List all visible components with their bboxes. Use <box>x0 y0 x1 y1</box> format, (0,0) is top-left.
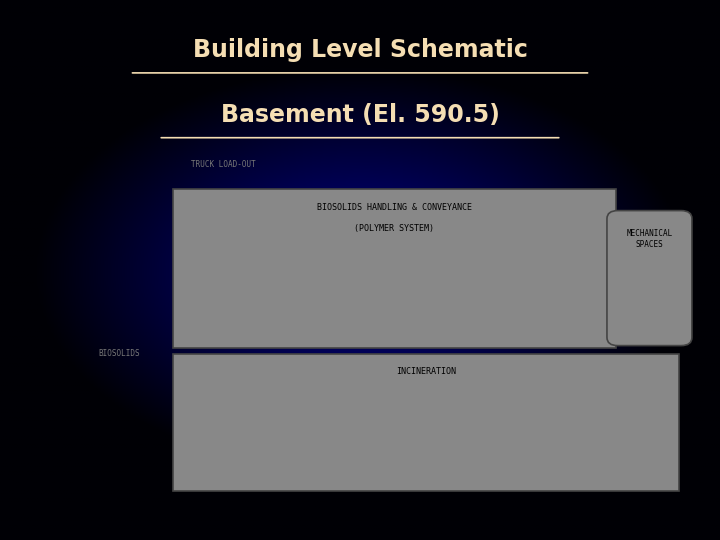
Text: Building Level Schematic: Building Level Schematic <box>192 38 528 62</box>
FancyBboxPatch shape <box>607 211 692 346</box>
Text: MECHANICAL
SPACES: MECHANICAL SPACES <box>626 230 672 249</box>
Text: TRUCK LOAD-OUT: TRUCK LOAD-OUT <box>191 160 256 169</box>
Text: BIOSOLIDS HANDLING & CONVEYANCE: BIOSOLIDS HANDLING & CONVEYANCE <box>317 202 472 212</box>
Bar <box>173 189 616 348</box>
Text: INCINERATION: INCINERATION <box>396 367 456 376</box>
Bar <box>173 354 679 491</box>
Text: (POLYMER SYSTEM): (POLYMER SYSTEM) <box>354 224 434 233</box>
Text: Basement (El. 590.5): Basement (El. 590.5) <box>220 103 500 126</box>
Text: BIOSOLIDS: BIOSOLIDS <box>99 349 140 358</box>
